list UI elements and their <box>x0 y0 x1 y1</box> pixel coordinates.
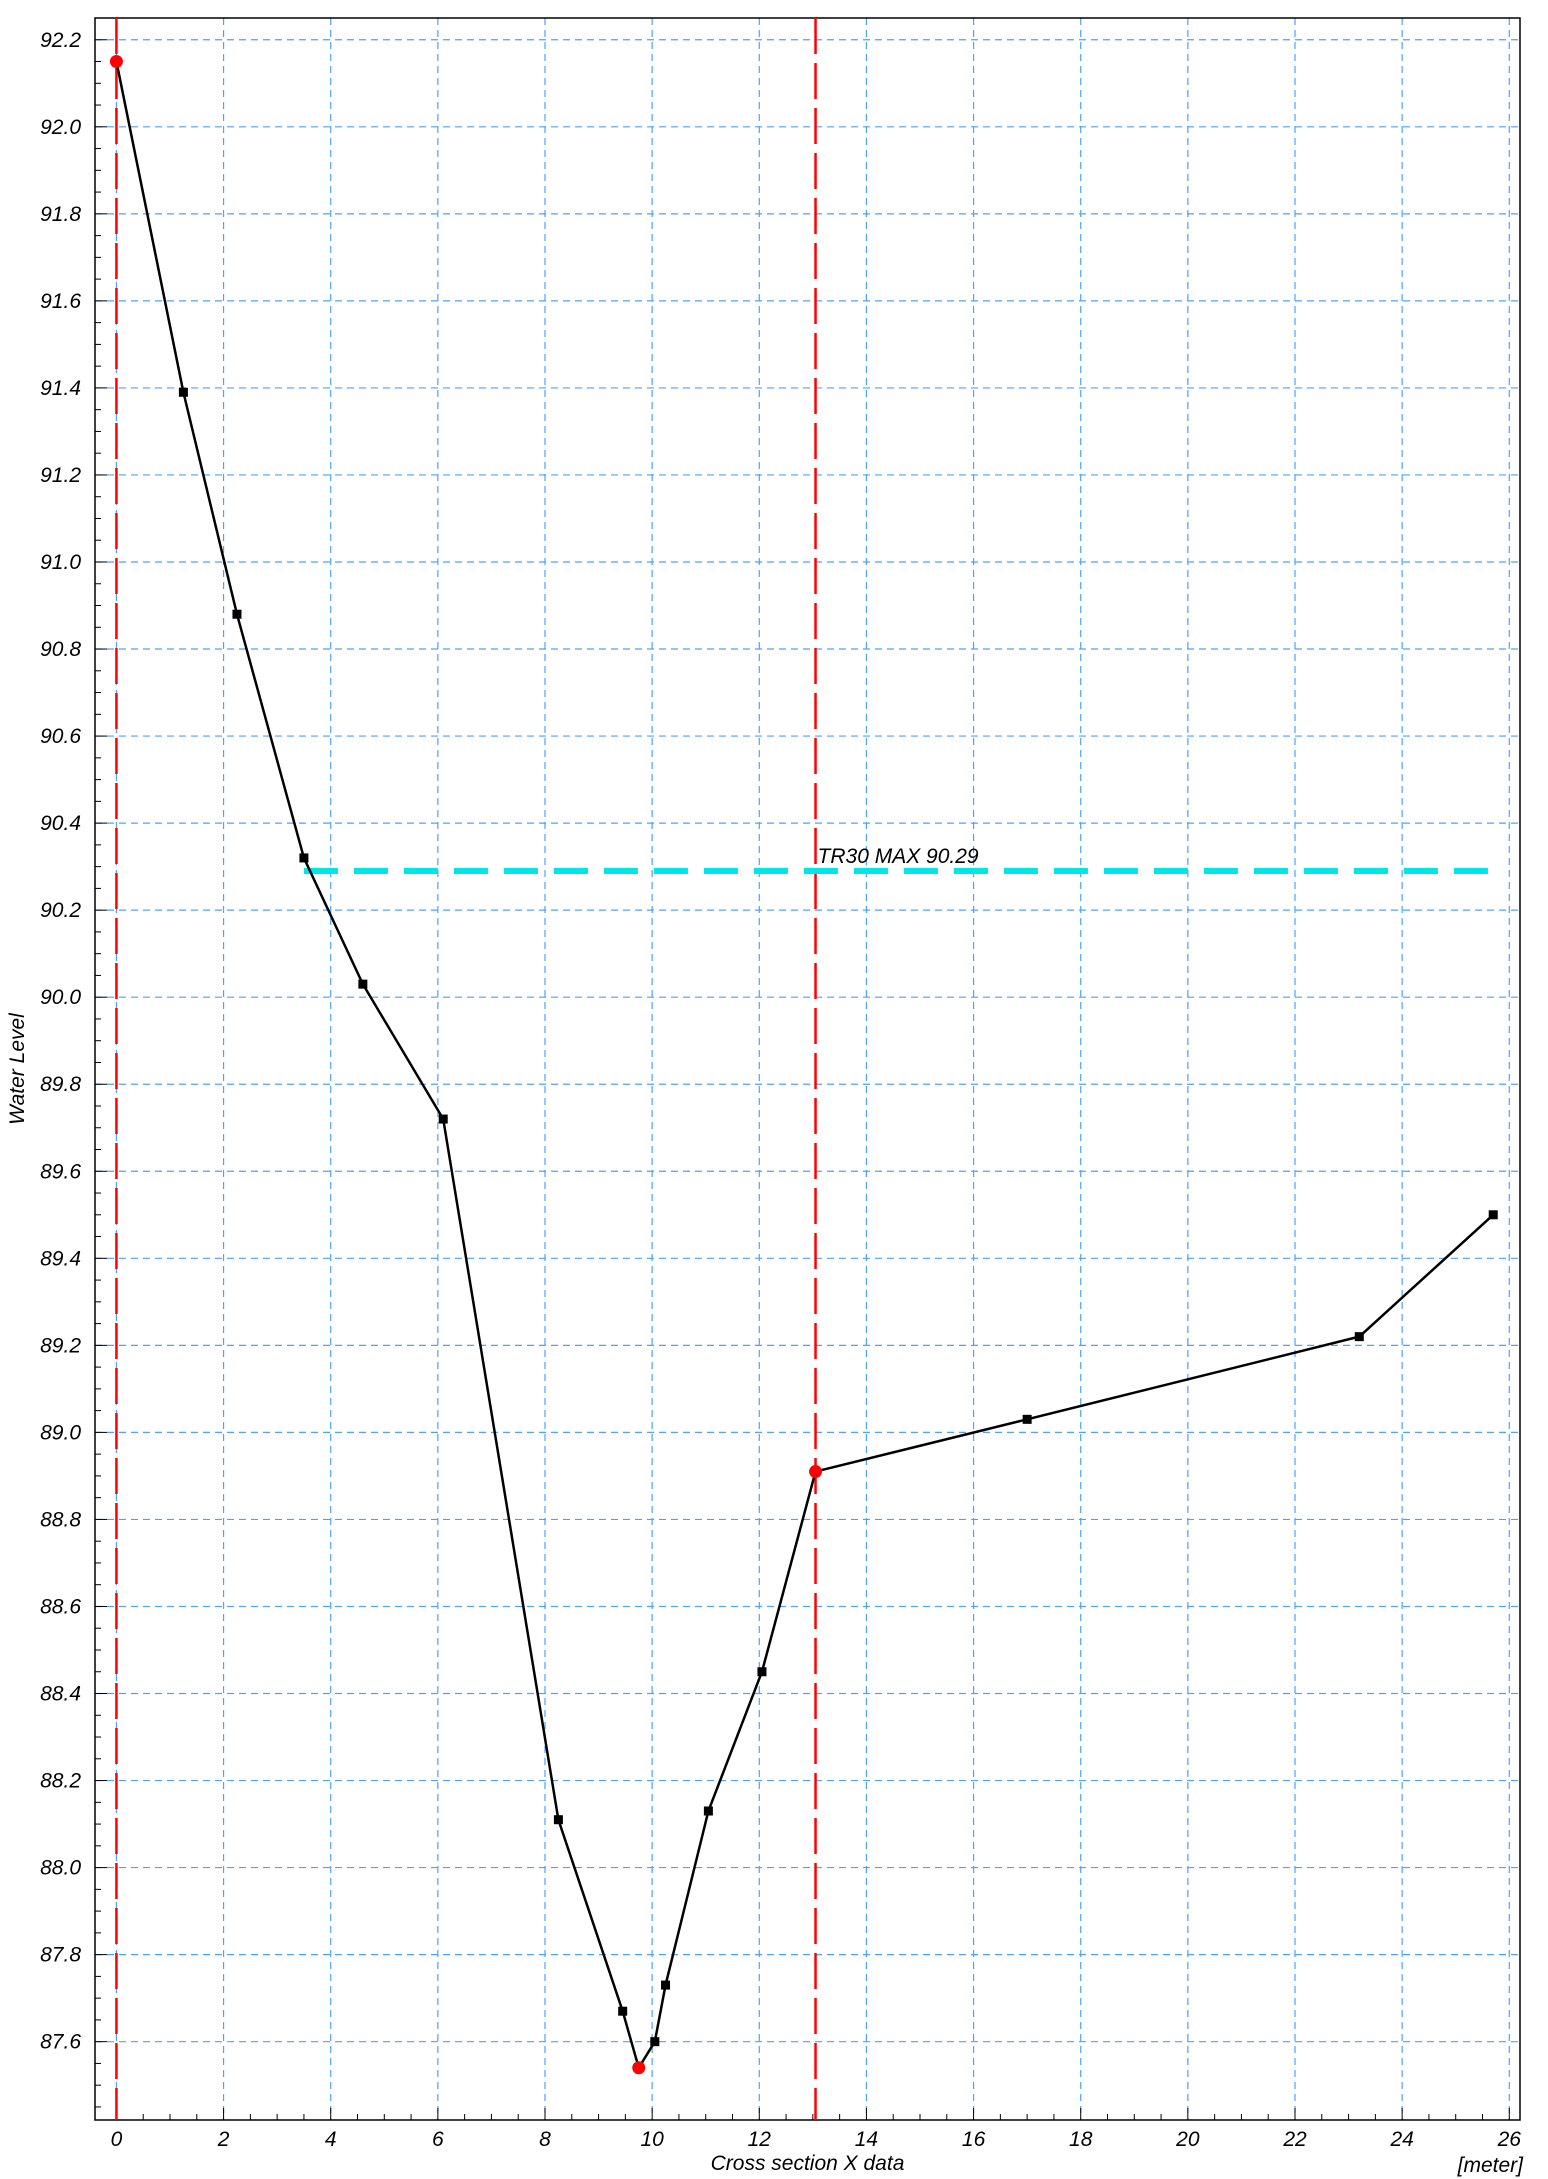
y-tick-label: 89.6 <box>40 1160 81 1183</box>
x-tick-label: 26 <box>1497 2128 1522 2151</box>
red-markers <box>109 55 823 2075</box>
y-tick-label: 91.0 <box>40 551 81 574</box>
x-tick-label: 12 <box>748 2128 772 2151</box>
x-tick-label: 0 <box>111 2128 123 2151</box>
x-tick-label: 22 <box>1282 2128 1307 2151</box>
y-tick-label: 87.6 <box>40 2031 81 2054</box>
y-tick-label: 92.0 <box>40 116 81 139</box>
plot-frame <box>94 17 1521 2121</box>
y-tick-label: 88.6 <box>40 1595 81 1618</box>
x-tick-label: 14 <box>855 2128 878 2151</box>
water-level-label: TR30 MAX 90.29 <box>818 845 979 868</box>
y-tick-label: 87.8 <box>40 1944 81 1967</box>
y-tick-label: 89.2 <box>40 1334 81 1357</box>
red-marker-point <box>632 2061 646 2075</box>
x-tick-labels: 0 2 4 6 8 10 12 14 16 18 20 22 24 26 <box>111 2128 1522 2151</box>
x-tick-label: 6 <box>432 2128 444 2151</box>
data-point <box>650 2037 660 2047</box>
profile-series <box>111 57 1498 2073</box>
y-tick-label: 91.4 <box>40 377 81 400</box>
y-tick-labels: 87.6 87.8 88.0 88.2 88.4 88.6 88.8 89.0 89.2 89.4… <box>40 29 81 2054</box>
x-tick-label: 8 <box>539 2128 551 2151</box>
y-tick-label: 88.2 <box>40 1770 81 1793</box>
y-tick-label: 88.8 <box>40 1508 81 1531</box>
y-tick-label: 91.6 <box>40 290 81 313</box>
red-vertical-lines <box>115 18 817 2120</box>
y-tick-label: 91.2 <box>40 464 81 487</box>
y-tick-label: 90.0 <box>40 986 81 1009</box>
y-tick-label: 89.0 <box>40 1421 81 1444</box>
y-tick-label: 89.4 <box>40 1247 81 1270</box>
minor-ticks <box>95 17 1510 2120</box>
data-point <box>553 1815 563 1825</box>
data-point <box>703 1806 713 1816</box>
data-point <box>299 853 309 863</box>
x-tick-label: 24 <box>1389 2128 1413 2151</box>
data-point <box>178 387 188 397</box>
y-tick-label: 89.8 <box>40 1073 81 1096</box>
red-marker-point <box>809 1465 823 1479</box>
x-tick-label: 16 <box>962 2128 986 2151</box>
y-tick-label: 90.8 <box>40 638 81 661</box>
x-tick-label: 18 <box>1069 2128 1093 2151</box>
y-axis-title: Water Level <box>6 1012 29 1125</box>
y-tick-label: 90.2 <box>40 899 81 922</box>
x-tick-label: 4 <box>325 2128 337 2151</box>
y-tick-label: 92.2 <box>40 29 81 52</box>
data-point <box>661 1980 671 1990</box>
y-tick-label: 88.4 <box>40 1683 81 1706</box>
data-point <box>757 1667 767 1677</box>
x-tick-label: 20 <box>1175 2128 1200 2151</box>
data-point <box>358 979 368 989</box>
profile-line <box>115 61 1495 2070</box>
y-tick-label: 90.4 <box>40 812 81 835</box>
data-point <box>618 2006 628 2016</box>
x-axis-unit: [meter] <box>1457 2154 1525 2177</box>
x-axis-title: Cross section X data <box>711 2152 905 2175</box>
y-tick-label: 90.6 <box>40 725 81 748</box>
x-tick-label: 10 <box>640 2128 664 2151</box>
y-tick-label: 88.0 <box>40 1857 81 1880</box>
grid-lines <box>95 18 1520 2120</box>
red-marker-point <box>109 55 123 69</box>
data-point <box>1022 1414 1032 1424</box>
data-point <box>232 609 242 619</box>
data-point <box>438 1114 448 1124</box>
data-point <box>1488 1210 1498 1220</box>
data-point <box>1354 1332 1364 1342</box>
y-tick-label: 91.8 <box>40 203 81 226</box>
x-tick-label: 2 <box>217 2128 230 2151</box>
